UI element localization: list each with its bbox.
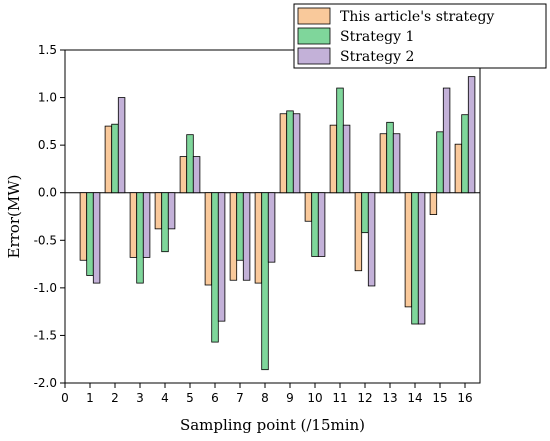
- bar-2-14: [411, 192, 419, 325]
- x-tick-label: 12: [357, 391, 372, 405]
- bar-1-14: [404, 192, 413, 308]
- bar-1-11: [329, 124, 338, 194]
- x-tick-label: 13: [382, 391, 397, 405]
- legend-swatch-3: [297, 47, 331, 65]
- bar-1-5: [179, 156, 188, 194]
- bar-1-8: [254, 192, 263, 284]
- y-axis-label: Error(MW): [5, 175, 23, 259]
- bar-1-16: [454, 143, 463, 194]
- axes: -2.0-1.5-1.0-0.50.00.51.01.50 1 2 3 4 5 6 7 8 9 10…: [34, 43, 473, 405]
- bar-1-10: [304, 192, 313, 222]
- bar-3-12: [367, 192, 376, 287]
- x-tick-label: 8: [261, 391, 269, 405]
- x-tick-label: 1: [86, 391, 94, 405]
- bar-2-10: [311, 192, 319, 257]
- bar-1-13: [379, 133, 388, 194]
- bar-3-14: [417, 192, 426, 325]
- bar-2-4: [161, 192, 169, 253]
- bar-3-9: [292, 113, 301, 194]
- bar-3-7: [242, 192, 251, 281]
- y-tick-label: 0.5: [38, 138, 57, 152]
- bar-2-8: [261, 192, 269, 371]
- bar-3-1: [92, 192, 101, 284]
- bar-3-10: [317, 192, 326, 257]
- x-tick-label: 5: [186, 391, 194, 405]
- bar-3-4: [167, 192, 176, 230]
- x-tick-label: 0: [61, 391, 69, 405]
- bar-1-1: [79, 192, 88, 261]
- x-tick-label: 10: [307, 391, 322, 405]
- x-tick-label: 16: [457, 391, 472, 405]
- bar-1-15: [429, 192, 438, 215]
- bar-2-15: [436, 131, 444, 194]
- legend-label-3: Strategy 2: [340, 49, 414, 65]
- bar-1-6: [204, 192, 213, 286]
- y-tick-label: 1.5: [38, 43, 57, 57]
- y-tick-label: -0.5: [34, 233, 57, 247]
- x-tick-label: 3: [136, 391, 144, 405]
- x-tick-label: 4: [161, 391, 169, 405]
- bar-1-4: [154, 192, 163, 230]
- bar-1-12: [354, 192, 363, 272]
- legend-swatch-1: [297, 7, 331, 25]
- bar-2-5: [186, 134, 194, 194]
- bar-2-11: [336, 87, 344, 194]
- bar-3-6: [217, 192, 226, 322]
- x-tick-label: 15: [432, 391, 447, 405]
- bar-3-13: [392, 133, 401, 194]
- x-tick-label: 7: [236, 391, 244, 405]
- bar-3-15: [442, 87, 451, 194]
- legend-label-1: This article's strategy: [340, 9, 494, 25]
- bar-3-11: [342, 124, 351, 194]
- bar-2-6: [211, 192, 219, 343]
- legend: This article's strategy Strategy 1 Strateg…: [293, 3, 547, 69]
- bar-3-3: [142, 192, 151, 258]
- y-tick-label: 1.0: [38, 91, 57, 105]
- bar-2-3: [136, 192, 144, 284]
- x-tick-label: 11: [332, 391, 347, 405]
- bar-1-7: [229, 192, 238, 281]
- x-tick-label: 14: [407, 391, 422, 405]
- bar-3-8: [267, 192, 276, 263]
- plot-border: [64, 49, 481, 384]
- bar-2-13: [386, 121, 394, 194]
- x-tick-label: 6: [211, 391, 219, 405]
- bar-2-7: [236, 192, 244, 261]
- bar-1-3: [129, 192, 138, 258]
- y-tick-label: -2.0: [34, 376, 57, 390]
- legend-swatch-2: [297, 27, 331, 45]
- bar-group: [79, 76, 476, 371]
- bar-3-5: [192, 156, 201, 194]
- x-tick-label: 2: [111, 391, 119, 405]
- bar-3-16: [467, 76, 476, 194]
- legend-box: [293, 3, 547, 69]
- bar-2-16: [461, 114, 469, 194]
- y-tick-label: 0.0: [38, 186, 57, 200]
- bar-1-2: [104, 125, 113, 194]
- x-tick-label: 9: [286, 391, 294, 405]
- bar-3-2: [117, 97, 126, 194]
- bar-1-9: [279, 113, 288, 194]
- y-tick-label: -1.5: [34, 328, 57, 342]
- bar-2-9: [286, 110, 294, 194]
- legend-label-2: Strategy 1: [340, 29, 414, 45]
- bar-2-12: [361, 192, 369, 234]
- x-axis-label: Sampling point (/15min): [180, 416, 365, 434]
- bar-2-1: [86, 192, 94, 276]
- bar-2-2: [111, 123, 119, 194]
- y-tick-label: -1.0: [34, 281, 57, 295]
